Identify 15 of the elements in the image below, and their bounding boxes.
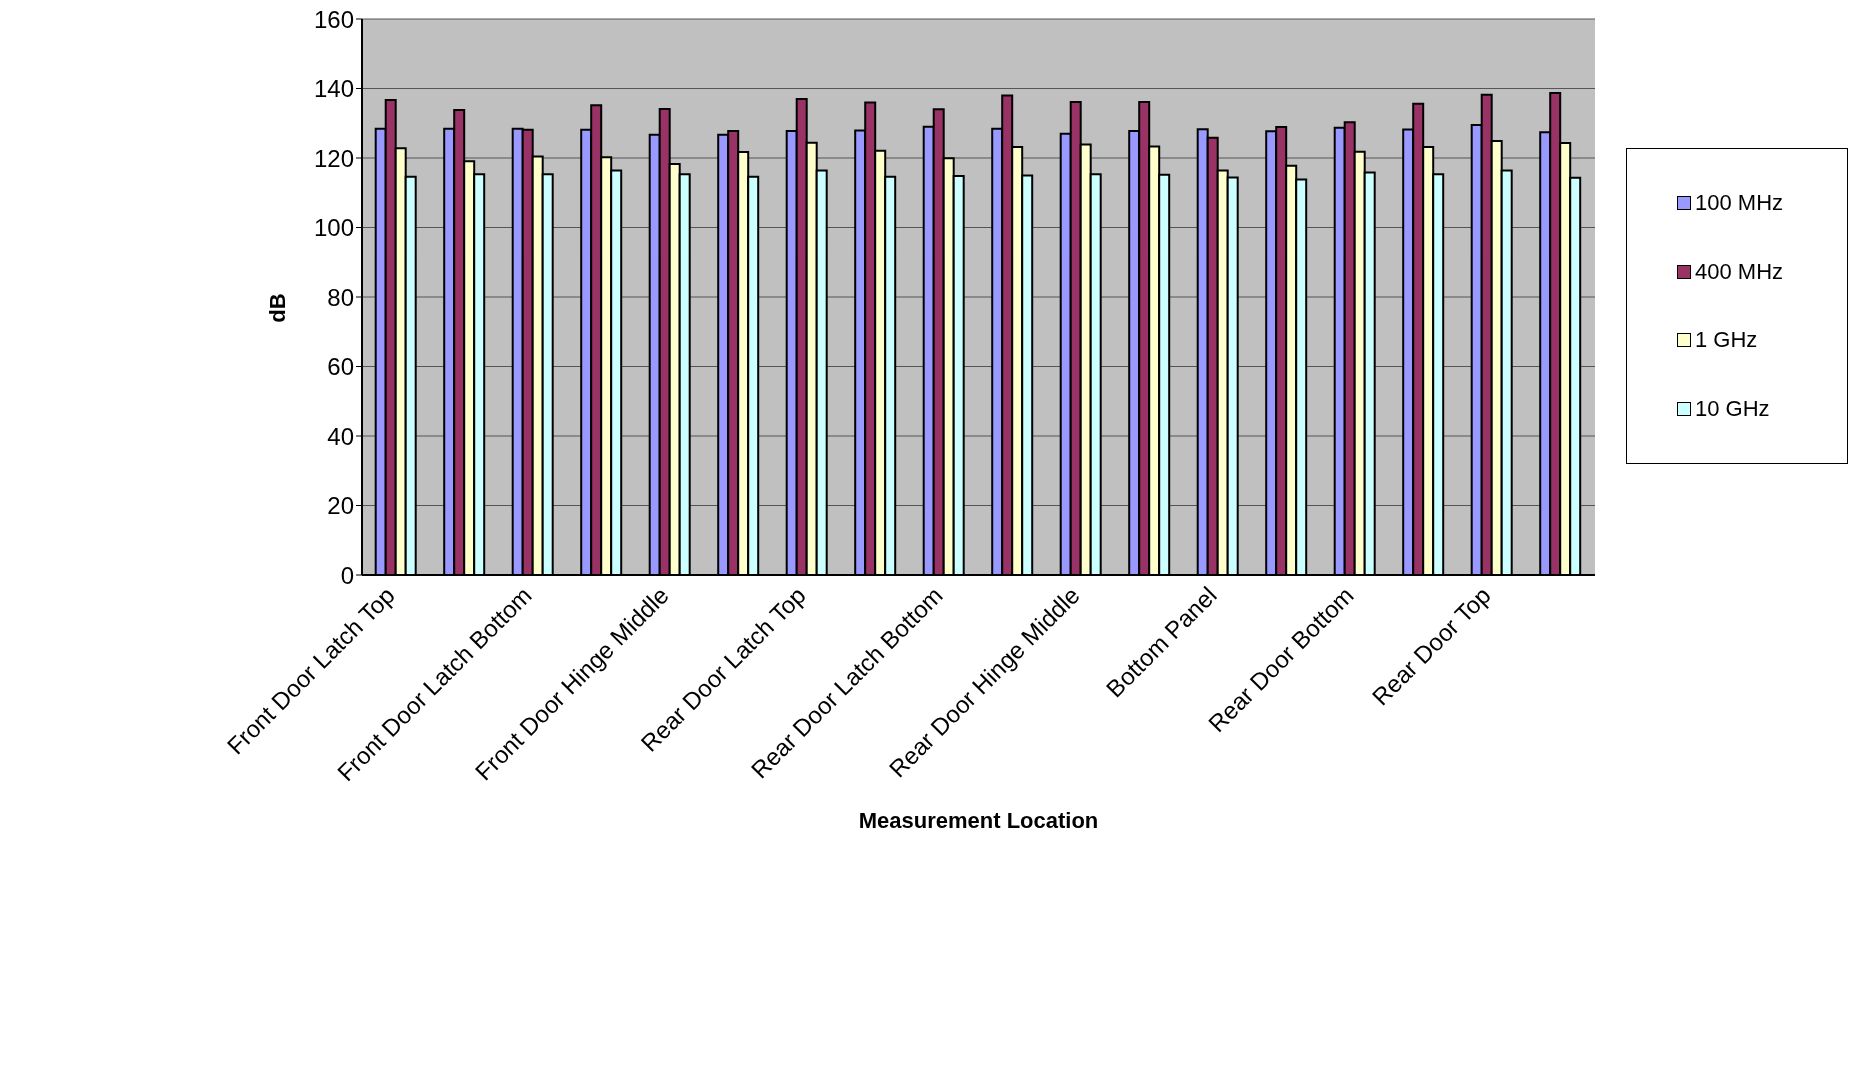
y-axis-title: dB [264,293,291,323]
y-tick-label: 160 [313,5,354,33]
legend-label: 1 GHz [1695,327,1758,354]
y-tick-label: 120 [313,144,354,172]
y-tick-label: 60 [327,353,354,381]
legend-label: 400 MHz [1695,258,1784,285]
x-axis-title: Measurement Location [857,808,1100,834]
legend-label: 10 GHz [1695,395,1770,422]
legend-label: 100 MHz [1695,190,1784,217]
y-tick-label: 20 [327,492,354,520]
y-tick-label: 0 [340,561,354,589]
y-tick-label: 40 [327,422,354,450]
y-tick-label: 80 [327,283,354,311]
y-tick-label: 140 [313,75,354,103]
y-tick-label: 100 [313,214,354,242]
